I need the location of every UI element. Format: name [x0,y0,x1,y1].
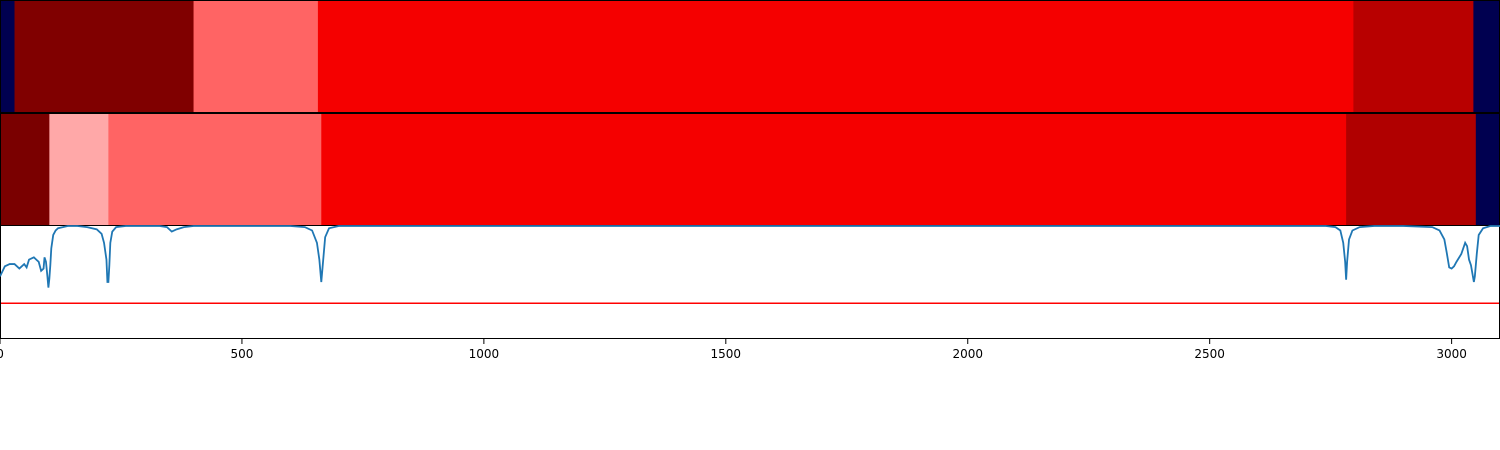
heatmap-middle-cell-4 [1346,114,1477,225]
x-tick-label: 1500 [711,347,742,361]
x-tick-label: 2000 [952,347,983,361]
heatmap-top-cell-4 [1353,1,1474,112]
x-axis: 0 500 1000 1500 2000 2500 3000 [0,339,1467,361]
series-line [0,225,1500,288]
x-tick-label: 0 [0,347,4,361]
heatmap-top-cell-3 [317,1,1354,112]
line-plot-frame [0,225,1500,339]
heatmap-top-cell-1 [14,1,195,112]
heatmap-strip-top [0,1,1500,112]
heatmap-middle-cell-2 [108,114,322,225]
x-tick-label: 3000 [1436,347,1467,361]
x-tick-label: 500 [230,347,253,361]
heatmap-top-cell-0 [0,1,16,112]
x-tick-label: 1000 [469,347,500,361]
heatmap-middle-cell-3 [321,114,1347,225]
heatmap-top-cell-2 [193,1,319,112]
x-tick-label: 2500 [1194,347,1225,361]
line-plot-panel [0,225,1500,339]
heatmap-strip-middle [0,114,1500,225]
heatmap-middle-cell-5 [1475,114,1500,225]
heatmap-middle-cell-0 [0,114,50,225]
heatmap-middle-cell-1 [49,114,109,225]
heatmap-top-cell-5 [1473,1,1500,112]
